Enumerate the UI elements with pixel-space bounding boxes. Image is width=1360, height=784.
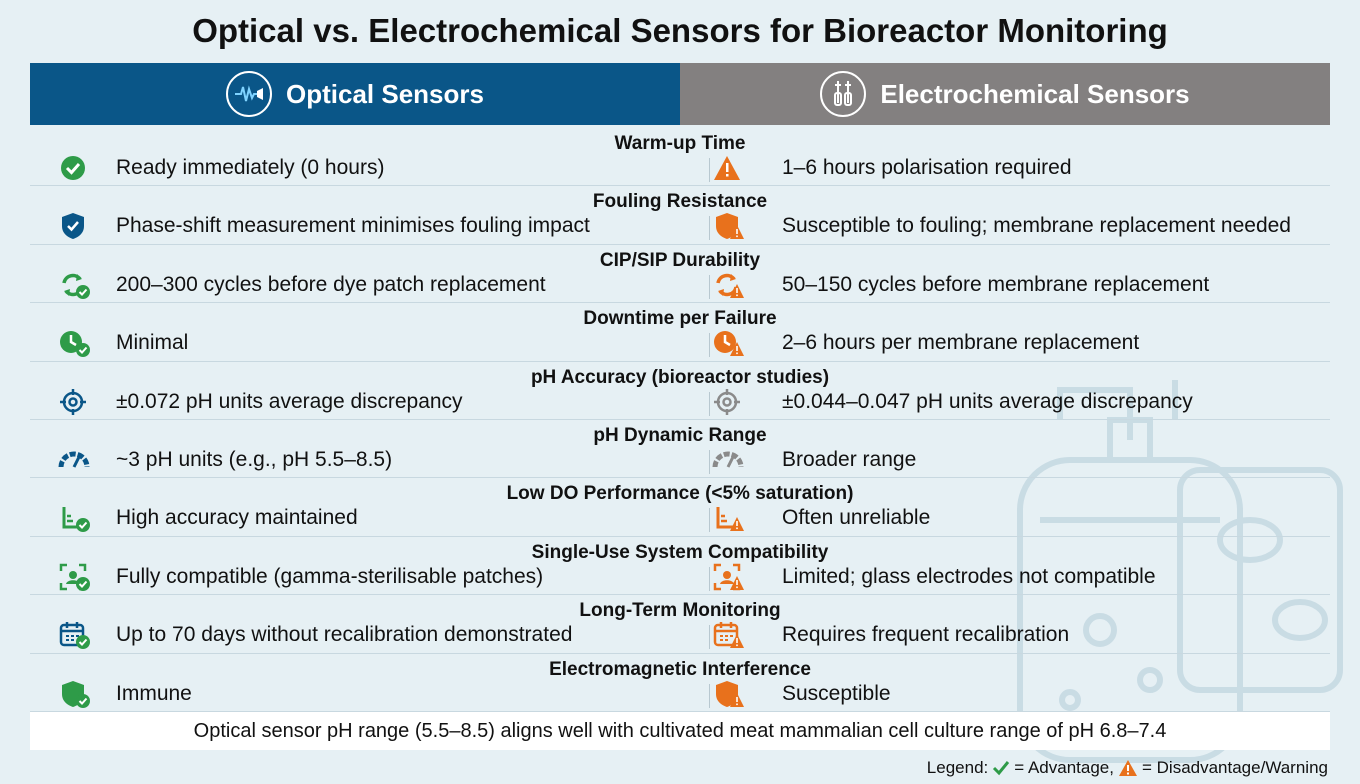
optical-value: ~3 pH units (e.g., pH 5.5–8.5) bbox=[116, 447, 393, 471]
row-title: Long-Term Monitoring bbox=[579, 600, 781, 622]
row-title: CIP/SIP Durability bbox=[599, 249, 761, 271]
optical-value: Ready immediately (0 hours) bbox=[116, 156, 385, 179]
electrochemical-header: Electrochemical Sensors bbox=[680, 63, 1330, 125]
clock-warning-icon bbox=[714, 331, 744, 357]
row-title: Low DO Performance (<5% saturation) bbox=[506, 483, 854, 505]
page-title: Optical vs. Electrochemical Sensors for … bbox=[192, 12, 1168, 49]
comparison-row: pH Accuracy (bioreactor studies) ±0.072 … bbox=[30, 362, 1330, 420]
column-divider bbox=[709, 391, 710, 416]
gauge-icon bbox=[58, 451, 90, 468]
column-divider bbox=[709, 449, 710, 474]
electrochemical-value: Broader range bbox=[782, 447, 917, 471]
optical-value: Immune bbox=[116, 681, 192, 705]
optical-value: ±0.072 pH units average discrepancy bbox=[116, 389, 463, 413]
comparison-row: Downtime per Failure Minimal 2–6 hours p… bbox=[30, 303, 1330, 362]
shield-icon bbox=[62, 213, 84, 240]
optical-value: Minimal bbox=[116, 331, 189, 355]
legend-advantage: = Advantage, bbox=[1014, 758, 1114, 777]
row-title: Electromagnetic Interference bbox=[549, 658, 811, 680]
comparison-row: Warm-up Time Ready immediately (0 hours)… bbox=[30, 128, 1330, 187]
row-title: Warm-up Time bbox=[614, 133, 746, 154]
row-title: Downtime per Failure bbox=[583, 308, 777, 330]
bioreactor-illustration bbox=[1017, 380, 1343, 763]
legend: Legend: = Advantage, = Disadvantage/Warn… bbox=[927, 758, 1328, 778]
footnote: Optical sensor pH range (5.5–8.5) aligns… bbox=[30, 712, 1330, 750]
single-use-warning-icon bbox=[713, 563, 744, 590]
comparison-row: CIP/SIP Durability 200–300 cycles before… bbox=[30, 245, 1330, 304]
comparison-row: Electromagnetic Interference Immune Susc… bbox=[30, 654, 1330, 712]
chart-check-icon bbox=[62, 507, 90, 533]
electrochemical-value: 2–6 hours per membrane replacement bbox=[782, 331, 1140, 355]
gauge-icon bbox=[712, 451, 744, 468]
optical-value: 200–300 cycles before dye patch replacem… bbox=[116, 272, 546, 296]
column-divider bbox=[709, 683, 710, 708]
check-icon bbox=[993, 761, 1010, 776]
clock-check-icon bbox=[60, 331, 90, 358]
shield-warning-icon bbox=[716, 213, 744, 240]
electrochemical-value: Susceptible bbox=[782, 681, 891, 705]
optical-header-label: Optical Sensors bbox=[286, 78, 484, 109]
warning-triangle-icon bbox=[1118, 760, 1137, 776]
column-divider bbox=[709, 625, 710, 650]
target-icon bbox=[714, 388, 740, 415]
electrode-icon bbox=[820, 71, 867, 117]
optical-header: Optical Sensors bbox=[30, 63, 680, 125]
waveform-icon bbox=[226, 71, 273, 117]
shield-check-icon bbox=[62, 680, 90, 708]
comparison-row: pH Dynamic Range ~3 pH units (e.g., pH 5… bbox=[30, 420, 1330, 479]
electrochemical-value: Limited; glass electrodes not compatible bbox=[782, 564, 1156, 588]
column-divider bbox=[709, 333, 710, 358]
single-use-check-icon bbox=[59, 563, 90, 591]
column-divider bbox=[709, 566, 710, 591]
cycle-warning-icon bbox=[716, 273, 744, 298]
row-title: pH Accuracy (bioreactor studies) bbox=[530, 366, 830, 388]
legend-prefix: Legend: bbox=[926, 758, 989, 777]
warning-triangle-icon bbox=[714, 156, 740, 180]
optical-value: High accuracy maintained bbox=[116, 506, 358, 530]
row-title: Fouling Resistance bbox=[592, 191, 768, 213]
electrochemical-value: Often unreliable bbox=[782, 506, 931, 530]
column-divider bbox=[709, 274, 710, 299]
comparison-table: Warm-up Time Ready immediately (0 hours)… bbox=[30, 128, 1330, 712]
electrochemical-value: ±0.044–0.047 pH units average discrepanc… bbox=[782, 389, 1193, 413]
comparison-row: Single-Use System Compatibility Fully co… bbox=[30, 537, 1330, 596]
electrochemical-header-label: Electrochemical Sensors bbox=[880, 78, 1190, 109]
optical-value: Up to 70 days without recalibration demo… bbox=[116, 623, 573, 647]
legend-warning: = Disadvantage/Warning bbox=[1141, 758, 1328, 777]
electrochemical-value: Susceptible to fouling; membrane replace… bbox=[782, 214, 1291, 238]
chart-warning-icon bbox=[716, 507, 744, 532]
comparison-row: Low DO Performance (<5% saturation) High… bbox=[30, 478, 1330, 537]
row-title: pH Dynamic Range bbox=[593, 424, 767, 446]
column-divider bbox=[709, 216, 710, 241]
optical-value: Fully compatible (gamma-sterilisable pat… bbox=[116, 564, 544, 588]
check-circle-icon bbox=[61, 156, 85, 180]
cycle-check-icon bbox=[62, 273, 90, 299]
column-divider bbox=[709, 508, 710, 533]
electrochemical-value: Requires frequent recalibration bbox=[782, 623, 1070, 647]
electrochemical-value: 1–6 hours polarisation required bbox=[782, 156, 1072, 179]
comparison-row: Long-Term Monitoring Up to 70 days witho… bbox=[30, 595, 1330, 654]
electrochemical-value: 50–150 cycles before membrane replacemen… bbox=[782, 272, 1210, 296]
shield-warning-icon bbox=[716, 680, 744, 707]
calendar-warning-icon bbox=[713, 622, 744, 649]
target-icon bbox=[60, 388, 86, 415]
comparison-row: Fouling Resistance Phase-shift measureme… bbox=[30, 186, 1330, 245]
column-divider bbox=[709, 158, 710, 182]
row-title: Single-Use System Compatibility bbox=[531, 541, 829, 563]
calendar-check-icon bbox=[59, 622, 90, 650]
column-header: Optical Sensors Electrochemical Sensors bbox=[30, 63, 1330, 125]
optical-value: Phase-shift measurement minimises foulin… bbox=[116, 214, 590, 238]
